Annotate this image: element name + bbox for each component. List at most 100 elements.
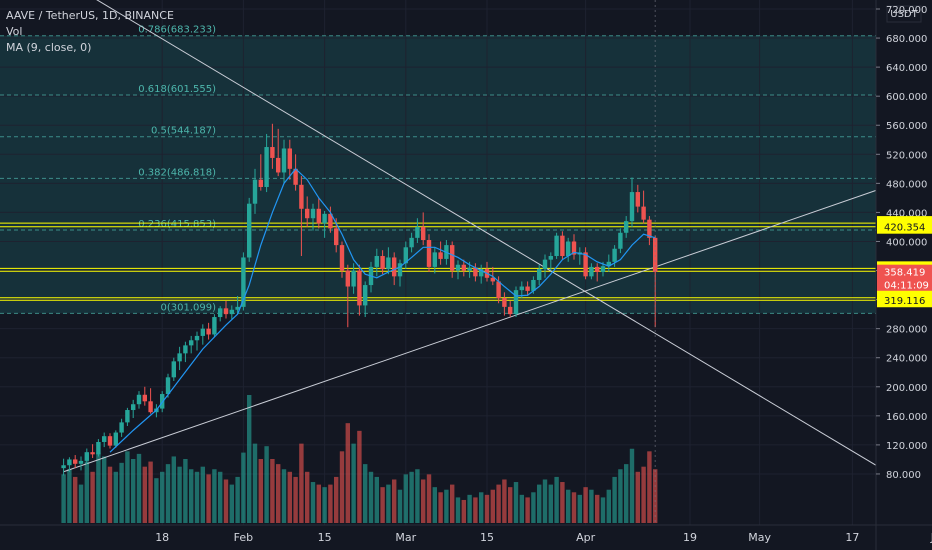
volume-bar <box>258 459 263 523</box>
candle-body <box>450 245 455 271</box>
candle-body <box>310 208 316 219</box>
candle-body <box>293 168 298 185</box>
candle-body <box>339 245 345 271</box>
fib-label: 0.5(544.187) <box>151 126 216 137</box>
y-tick-label: 480.000 <box>886 179 927 190</box>
trendline[interactable] <box>64 0 894 476</box>
trendline[interactable] <box>63 171 928 473</box>
candle-body <box>479 269 484 277</box>
volume-bar <box>444 489 449 523</box>
chart-legend: AAVE / TetherUS, 1D, BINANCE Vol MA (9, … <box>6 8 174 56</box>
volume-bar <box>241 452 246 523</box>
volume-bar <box>618 469 623 523</box>
candle-body <box>380 256 385 270</box>
symbol-title[interactable]: AAVE / TetherUS, 1D, BINANCE <box>6 9 174 22</box>
candle-body <box>513 290 519 315</box>
candle-body <box>653 237 658 272</box>
candle-body <box>276 157 281 173</box>
candle-body <box>270 147 275 158</box>
candle-body <box>142 394 147 402</box>
countdown-label: 04:11:09 <box>884 281 929 292</box>
candle-body <box>583 252 588 277</box>
volume-bar <box>606 489 611 523</box>
volume-bar <box>206 474 211 523</box>
candle-body <box>334 228 339 246</box>
volume-bar <box>386 484 391 523</box>
volume-bar <box>438 492 443 523</box>
volume-bar <box>339 451 345 523</box>
candle-body <box>438 252 443 259</box>
volume-bar <box>560 482 565 523</box>
currency-box[interactable] <box>886 5 922 23</box>
candle-body <box>281 148 287 173</box>
volume-bar <box>484 494 490 523</box>
x-tick-label: 17 <box>845 531 859 544</box>
y-tick-label: 560.000 <box>886 121 927 132</box>
candle-body <box>206 328 211 335</box>
current-price-tag <box>877 264 932 293</box>
candle-body <box>397 263 403 277</box>
candle-body <box>189 340 194 346</box>
volume-bar <box>600 497 606 523</box>
volume-bar <box>177 466 182 523</box>
candle-body <box>131 404 136 411</box>
y-tick-label: 160.000 <box>886 412 927 423</box>
candle-body <box>299 184 304 209</box>
candle-body <box>363 285 368 306</box>
volume-bar <box>421 479 426 523</box>
candle-body <box>218 308 223 318</box>
volume-bar <box>102 456 107 523</box>
volume-bar <box>571 492 577 523</box>
candle-body <box>125 410 130 423</box>
ma-line <box>109 167 656 453</box>
candle-body <box>165 377 171 395</box>
volume-bar <box>305 471 310 523</box>
level-price-tag <box>877 219 932 234</box>
volume-indicator-label[interactable]: Vol <box>6 25 23 38</box>
candle-body <box>647 219 652 238</box>
volume-bar <box>647 451 652 523</box>
candle-body <box>606 261 611 267</box>
volume-bar <box>90 471 95 523</box>
candle-body <box>508 306 513 315</box>
volume-bar <box>531 492 536 523</box>
volume-bar <box>432 487 437 523</box>
candle-body <box>426 240 432 267</box>
volume-bar <box>328 484 333 523</box>
volume-bar <box>247 395 252 523</box>
volume-bar <box>397 489 403 523</box>
volume-bar <box>148 461 153 523</box>
y-tick-label: 80.000 <box>886 470 921 481</box>
volume-bar <box>351 443 356 523</box>
volume-bar <box>310 482 316 523</box>
candle-body <box>252 179 258 204</box>
volume-bar <box>229 484 234 523</box>
volume-bar <box>473 497 478 523</box>
level-price-tag <box>877 293 932 308</box>
volume-bar <box>624 464 629 523</box>
candle-body <box>403 247 408 264</box>
ma-indicator-label[interactable]: MA (9, close, 0) <box>6 41 92 54</box>
candle-body <box>641 206 646 220</box>
candle-body <box>629 192 635 222</box>
volume-bar <box>629 448 635 523</box>
volume-bar <box>519 494 524 523</box>
candle-body <box>635 192 640 207</box>
candle-body <box>84 452 89 461</box>
candle-body <box>287 148 292 169</box>
volume-bar <box>287 471 292 523</box>
volume-bar <box>293 476 298 523</box>
candle-body <box>589 266 594 277</box>
volume-bar <box>554 476 559 523</box>
volume-bar <box>235 476 240 523</box>
y-tick-label: 400.000 <box>886 237 927 248</box>
current-price-label: 358.419 <box>884 268 925 279</box>
volume-bar <box>142 466 147 523</box>
volume-bar <box>490 489 495 523</box>
candle-body <box>612 248 617 262</box>
candle-body <box>531 279 536 291</box>
volume-bar <box>125 451 130 523</box>
volume-bar <box>368 471 374 523</box>
